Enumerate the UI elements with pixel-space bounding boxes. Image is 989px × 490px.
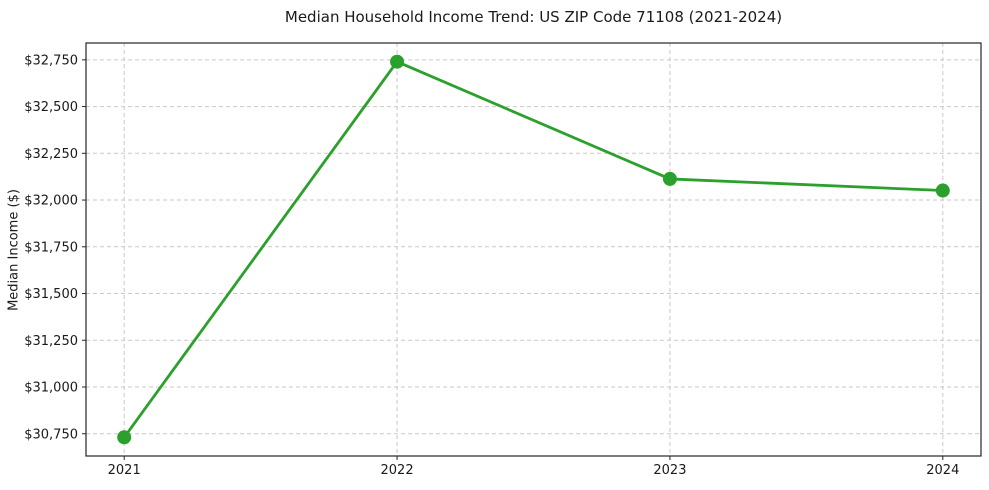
data-point-2023	[662, 171, 677, 186]
x-tick-label: 2022	[381, 463, 414, 478]
y-tick-label: $31,500	[24, 287, 78, 302]
y-tick-label: $30,750	[24, 427, 78, 442]
x-tick-label: 2023	[653, 463, 686, 478]
y-tick-label: $32,250	[24, 147, 78, 162]
y-tick-label: $31,750	[24, 240, 78, 255]
y-tick-label: $31,000	[24, 381, 78, 396]
trend-line	[122, 60, 945, 439]
chart-title: Median Household Income Trend: US ZIP Co…	[284, 8, 783, 26]
plot-border	[85, 42, 982, 457]
y-tick-label: $32,500	[24, 100, 78, 115]
data-point-2022	[390, 54, 405, 69]
y-tick-label: $32,000	[24, 194, 78, 209]
y-tick-label: $32,750	[24, 53, 78, 68]
data-point-2021	[117, 430, 132, 445]
y-tick-label: $31,250	[24, 334, 78, 349]
x-tick-label: 2021	[108, 463, 141, 478]
data-point-2024	[935, 183, 950, 198]
x-tick-label: 2024	[926, 463, 959, 478]
